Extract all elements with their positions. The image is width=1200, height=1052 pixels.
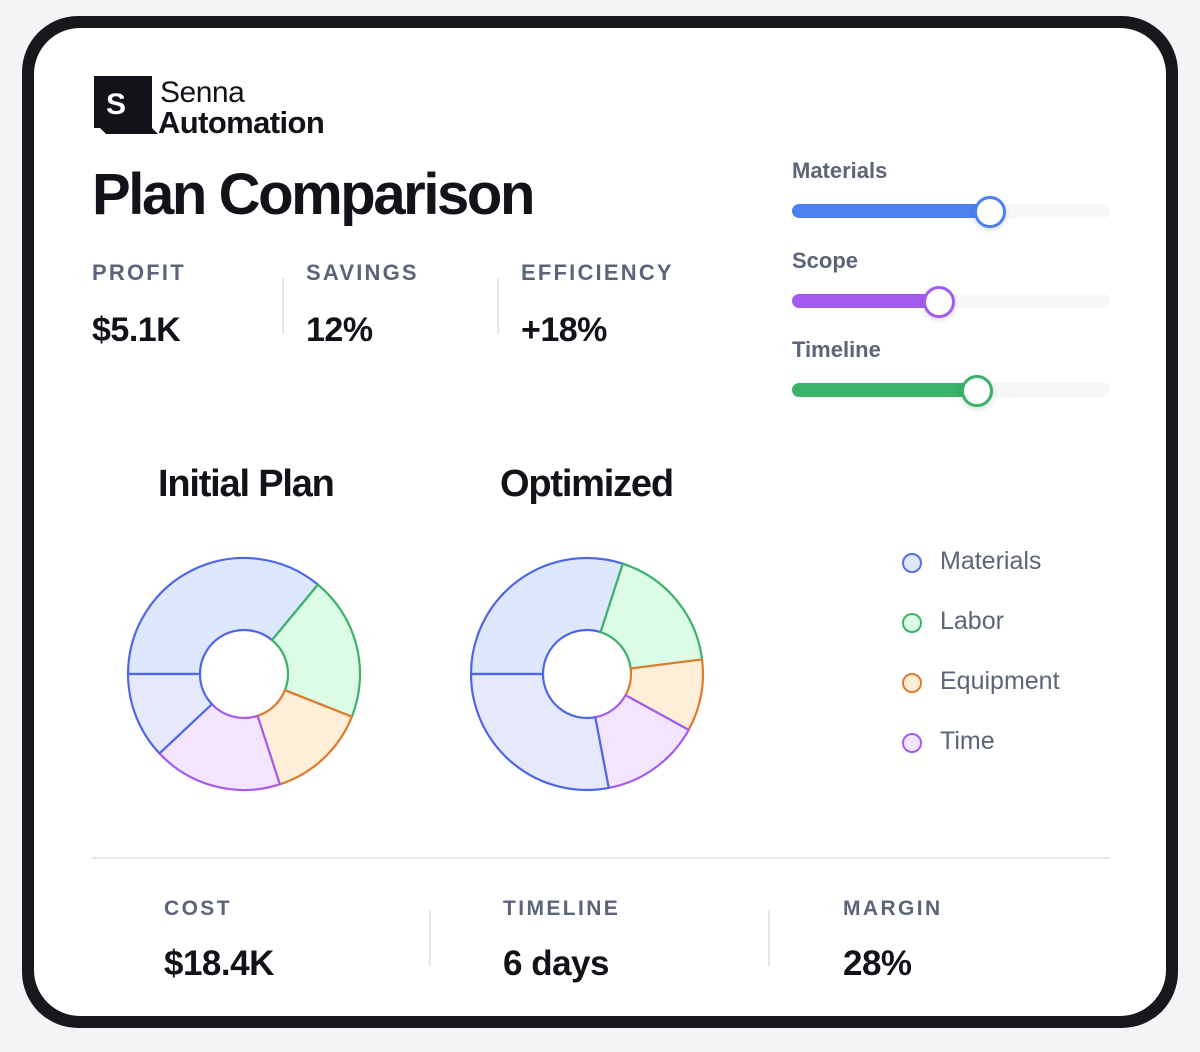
dashboard-card: S Senna Automation Plan Comparison PROFI… <box>34 28 1166 1016</box>
stat-label: SAVINGS <box>306 260 419 285</box>
brand-name-line1: Senna <box>160 76 245 109</box>
stat-divider <box>429 910 431 966</box>
bottom-stat-timeline: TIMELINE 6 days <box>503 896 763 984</box>
legend-label: Labor <box>940 607 1004 635</box>
slider-thumb[interactable] <box>974 196 1007 228</box>
slider-thumb[interactable] <box>961 375 994 407</box>
brand-name-line2: Automation <box>158 105 325 140</box>
legend-label: Equipment <box>940 667 1060 695</box>
slider-fill <box>792 294 939 308</box>
slider-track[interactable] <box>792 196 1110 228</box>
legend-item-equipment: Equipment <box>898 666 1138 726</box>
legend-dot-icon <box>902 673 922 693</box>
chart-title-optimized: Optimized <box>500 463 674 505</box>
stat-value: 12% <box>306 311 373 349</box>
legend-dot-icon <box>902 733 922 753</box>
donut-slice <box>469 672 610 792</box>
donut-chart-optimized <box>469 556 705 792</box>
stat-divider <box>282 278 284 334</box>
stat-label: PROFIT <box>92 260 186 285</box>
slider-track[interactable] <box>792 286 1110 318</box>
slider-timeline[interactable]: Timeline <box>792 337 1110 407</box>
bottom-stat-cost: COST $18.4K <box>164 896 424 984</box>
slider-label: Materials <box>792 158 888 183</box>
legend-dot-icon <box>902 613 922 633</box>
stat-label: COST <box>164 897 232 920</box>
slider-track[interactable] <box>792 375 1110 407</box>
stat-value: $18.4K <box>164 944 274 983</box>
chart-legend: Materials Labor Equipment Time <box>898 546 1138 786</box>
page-title: Plan Comparison <box>92 162 535 227</box>
donut-chart-initial <box>126 556 362 792</box>
legend-label: Time <box>940 727 995 755</box>
slider-fill <box>792 204 990 218</box>
chart-title-initial: Initial Plan <box>158 463 335 505</box>
slider-label: Scope <box>792 248 859 273</box>
donut-slice <box>126 672 214 755</box>
slider-label: Timeline <box>792 337 881 362</box>
stat-divider <box>497 278 499 334</box>
slider-fill <box>792 383 977 397</box>
stat-value: $5.1K <box>92 311 181 349</box>
slider-materials[interactable]: Materials <box>792 158 1110 228</box>
donut-slice-materials <box>469 556 624 676</box>
stat-label: TIMELINE <box>503 897 621 920</box>
donut-slice-materials <box>126 556 320 676</box>
stat-label: MARGIN <box>843 897 943 920</box>
donut-slice-labor <box>599 562 704 670</box>
stat-value: +18% <box>521 311 607 349</box>
stat-label: EFFICIENCY <box>521 260 674 285</box>
donut-slice-labor <box>270 583 362 718</box>
slider-scope[interactable]: Scope <box>792 248 1110 318</box>
slider-thumb[interactable] <box>923 286 956 318</box>
svg-text:S: S <box>106 88 126 121</box>
stat-profit: PROFIT $5.1K <box>92 260 292 350</box>
legend-item-labor: Labor <box>898 606 1138 666</box>
bottom-stat-margin: MARGIN 28% <box>843 896 1103 984</box>
legend-item-time: Time <box>898 726 1138 786</box>
logo-mark-icon: S <box>94 76 158 134</box>
legend-label: Materials <box>940 547 1042 575</box>
stat-value: 28% <box>843 944 912 983</box>
stat-divider <box>768 910 770 966</box>
stat-savings: SAVINGS 12% <box>306 260 506 350</box>
stat-efficiency: EFFICIENCY +18% <box>521 260 721 350</box>
legend-dot-icon <box>902 553 922 573</box>
legend-item-materials: Materials <box>898 546 1138 606</box>
brand-logo: S Senna Automation <box>94 76 354 146</box>
section-divider <box>92 857 1110 859</box>
stat-value: 6 days <box>503 944 609 983</box>
